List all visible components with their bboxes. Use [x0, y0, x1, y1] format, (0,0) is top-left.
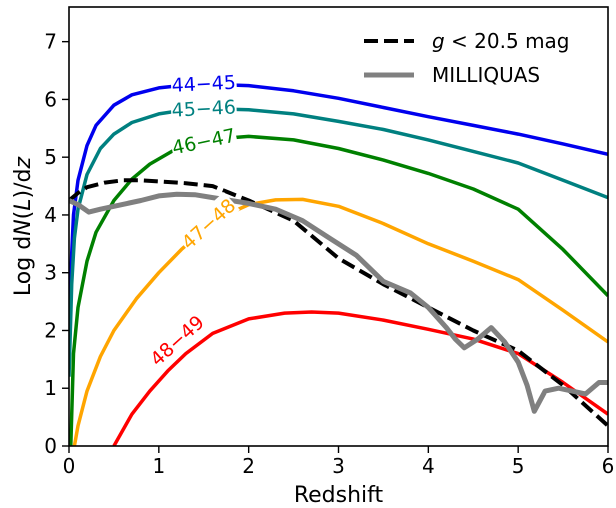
x-tick-label: 6 — [602, 454, 615, 478]
y-tick-label: 1 — [44, 376, 57, 400]
series-line-47-48 — [72, 197, 608, 446]
series-line-milliquas — [69, 191, 608, 414]
y-tick-label: 6 — [44, 87, 57, 111]
legend-label-g-mag: g < 20.5 mag — [432, 29, 570, 53]
curve-label-bg — [170, 93, 238, 121]
curve-label-bg — [175, 192, 240, 254]
series-line-g-lt-20-5 — [69, 178, 608, 428]
x-axis-label: Redshift — [294, 483, 384, 508]
x-tick-label: 3 — [332, 454, 345, 478]
y-tick-label: 0 — [44, 434, 57, 458]
y-tick-label: 2 — [44, 318, 57, 342]
curve-label-group-1: 45−46 — [170, 93, 238, 122]
series-line-48-49 — [112, 310, 608, 446]
curve-label-group-3: 47−48 — [175, 192, 240, 254]
curve-label: 47−48 — [178, 195, 240, 254]
y-tick-label: 5 — [44, 145, 57, 169]
y-axis-label: Log dN(L)/dz — [11, 157, 36, 297]
x-tick-label: 0 — [63, 454, 76, 478]
y-tick-label: 7 — [44, 30, 57, 54]
curve-label: 44−45 — [171, 72, 236, 97]
curve-label-bg — [143, 308, 209, 371]
curve-label-bg — [169, 121, 239, 159]
curve-label-group-0: 44−45 — [170, 68, 238, 97]
curves-layer — [69, 82, 608, 446]
curve-label-group-2: 46−47 — [169, 121, 239, 160]
curve-label-bg — [170, 68, 238, 96]
y-tick-label: 3 — [44, 261, 57, 285]
ticks-layer: 0 1 2 3 4 5 6 0 1 2 3 4 5 6 7 — [44, 30, 614, 478]
legend-label-milliquas: MILLIQUAS — [432, 63, 540, 87]
curve-label: 45−46 — [171, 96, 236, 121]
legend: g < 20.5 mag MILLIQUAS — [364, 29, 570, 87]
x-tick-label: 4 — [422, 454, 435, 478]
x-tick-label: 2 — [242, 454, 255, 478]
x-tick-label: 5 — [512, 454, 525, 478]
y-tick-label: 4 — [44, 203, 57, 227]
curve-label: 46−47 — [170, 125, 237, 160]
x-tick-label: 1 — [152, 454, 165, 478]
